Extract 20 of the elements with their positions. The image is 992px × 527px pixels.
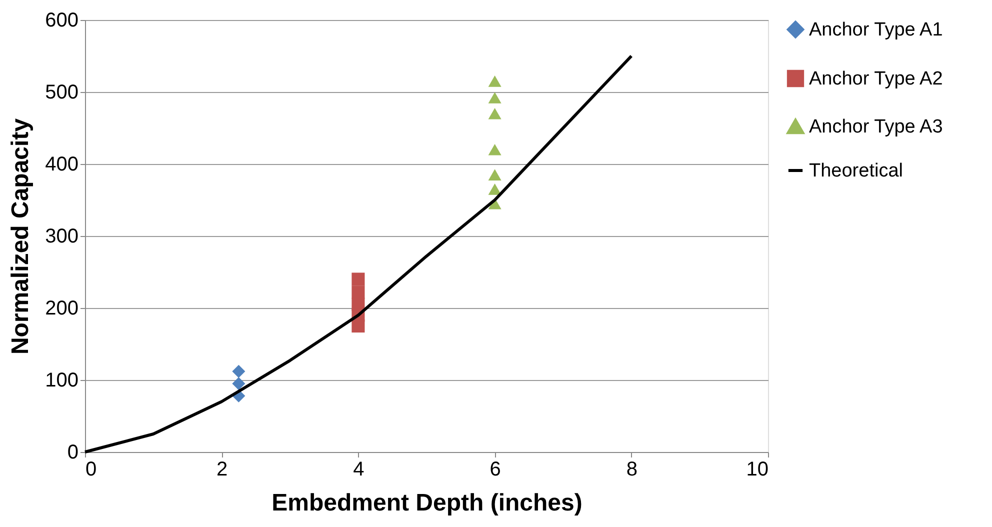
y-tick-label: 100 (45, 370, 78, 392)
legend-label: Anchor Type A1 (809, 20, 943, 40)
y-tick-label: 600 (45, 10, 78, 32)
legend-label: Theoretical (809, 160, 903, 182)
y-tick-label: 200 (45, 298, 78, 320)
x-tick-label: 10 (746, 458, 768, 480)
y-tick-label: 0 (67, 442, 78, 464)
x-tick-label: 0 (86, 458, 97, 480)
legend-label: Anchor Type A3 (809, 116, 943, 138)
y-tick-label: 500 (45, 82, 78, 104)
y-tick-label: 400 (45, 154, 78, 176)
y-axis-title: Normalized Capacity (7, 118, 34, 355)
x-tick-label: 2 (216, 458, 228, 480)
x-tick-label: 4 (353, 458, 364, 480)
x-tick-label: 6 (490, 458, 501, 480)
y-tick-label: 300 (45, 226, 78, 248)
line-series (84, 54, 633, 454)
legend-label: Anchor Type A2 (809, 68, 943, 90)
x-axis-title: Embedment Depth (inches) (272, 490, 582, 516)
x-tick-label: 8 (626, 458, 638, 480)
